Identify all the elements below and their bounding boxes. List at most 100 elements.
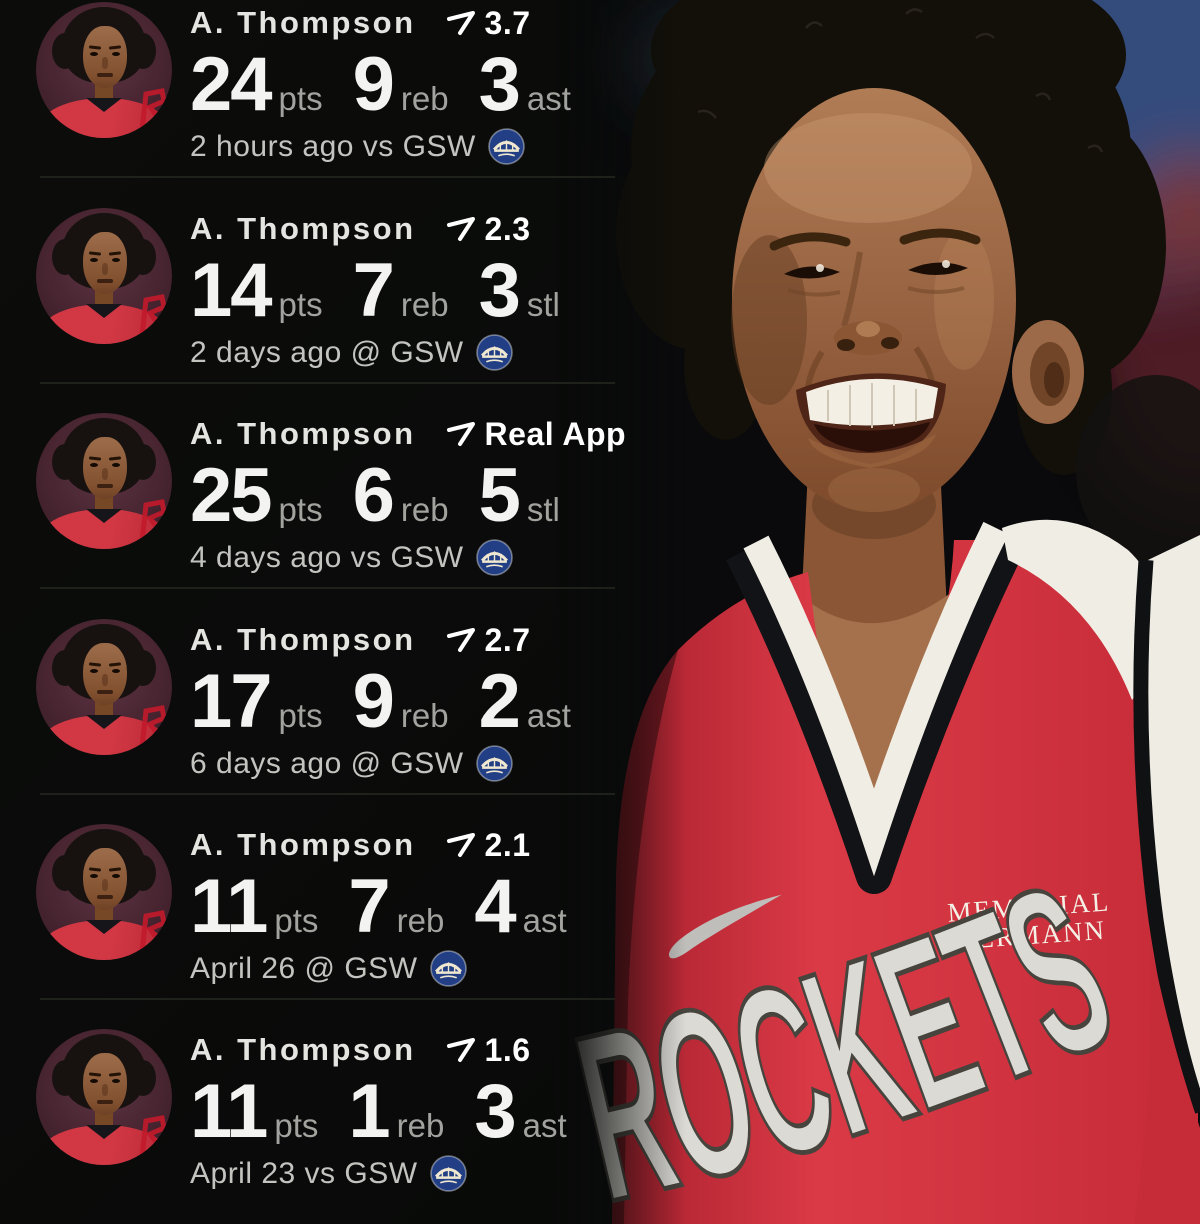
- player-avatar: [36, 619, 172, 755]
- player-name: A. Thompson: [190, 211, 416, 246]
- projection-arrow-icon: [446, 422, 475, 446]
- stat-value: 11: [190, 864, 268, 949]
- projection-arrow-icon: [446, 628, 475, 652]
- rockets-logo-icon: [139, 910, 168, 953]
- armhole-black-piping: [1133, 559, 1200, 1115]
- nike-swoosh-icon: [668, 894, 782, 959]
- player-avatar: [36, 2, 172, 138]
- game-date: 2 hours ago vs GSW: [190, 129, 476, 163]
- player-name: A. Thompson: [190, 5, 416, 40]
- stat-label: reb: [396, 902, 445, 939]
- game-log-list: A. Thompson 3.7 24 pts 9 reb 3 ast 2 hours …: [36, 0, 636, 1224]
- stat-value: 2: [478, 659, 521, 744]
- stat-label: pts: [278, 80, 323, 117]
- player-name: A. Thompson: [190, 1032, 416, 1067]
- stat-label: pts: [278, 697, 323, 734]
- stat-label: reb: [400, 697, 449, 734]
- stat-value: 9: [352, 42, 395, 127]
- stat-value: 4: [474, 864, 516, 949]
- warriors-logo-icon: [488, 128, 525, 165]
- game-row[interactable]: A. Thompson 2.1 11 pts 7 reb 4 ast April 26…: [36, 822, 636, 1027]
- rockets-logo-icon: [139, 294, 168, 337]
- projection-brand: Real App: [484, 415, 627, 452]
- projection-value: 2.1: [484, 826, 531, 863]
- game-row[interactable]: A. Thompson 1.6 11 pts 1 reb 3 ast April 23…: [36, 1027, 636, 1224]
- game-date: April 23 vs GSW: [190, 1156, 418, 1190]
- rockets-logo-icon: [139, 705, 168, 748]
- game-date: 4 days ago vs GSW: [190, 540, 464, 574]
- projection: 2.3: [446, 211, 531, 248]
- warriors-logo-icon: [475, 539, 513, 576]
- stat-value: 3: [474, 1069, 516, 1154]
- projection-value: 2.7: [484, 621, 531, 658]
- projection: 2.1: [446, 827, 531, 864]
- stat-value: 14: [190, 248, 273, 333]
- projection-value: 1.6: [484, 1031, 531, 1068]
- warriors-logo-icon: [429, 950, 467, 987]
- warriors-logo-icon: [475, 334, 513, 371]
- armhole-white-trim: [1142, 535, 1200, 1110]
- game-row[interactable]: A. Thompson Real App 25 pts 6 reb 5 stl 4 d…: [36, 411, 636, 616]
- game-date: April 26 @ GSW: [190, 951, 418, 985]
- projection: 3.7: [446, 5, 531, 42]
- game-date: 6 days ago @ GSW: [190, 746, 464, 780]
- player-avatar: [36, 413, 172, 549]
- chest: [806, 592, 954, 830]
- stat-value: 1: [348, 1069, 390, 1154]
- row-divider: [40, 587, 615, 589]
- player-avatar: [36, 824, 172, 960]
- row-divider: [40, 998, 615, 1000]
- projection-arrow-icon: [446, 833, 475, 857]
- game-date: 2 days ago @ GSW: [190, 335, 464, 369]
- stat-label: ast: [526, 80, 571, 117]
- projection-value: 2.3: [484, 210, 531, 247]
- player-avatar: [36, 1029, 172, 1165]
- row-divider: [40, 793, 615, 795]
- stat-label: reb: [396, 1107, 445, 1144]
- player-avatar: [36, 208, 172, 344]
- stat-value: 17: [190, 659, 273, 744]
- projection: Real App: [446, 416, 627, 453]
- projection-value: 3.7: [484, 4, 531, 41]
- projection: 2.7: [446, 622, 531, 659]
- stat-value: 9: [352, 659, 395, 744]
- hair-highlights: [697, 8, 1104, 153]
- shoulder-white-trim: [1002, 519, 1176, 700]
- stat-label: pts: [274, 902, 319, 939]
- stat-value: 6: [352, 453, 395, 538]
- ear: [1012, 320, 1084, 424]
- row-divider: [40, 176, 615, 178]
- player-name: A. Thompson: [190, 622, 416, 657]
- projection: 1.6: [446, 1032, 531, 1069]
- stat-label: pts: [278, 491, 323, 528]
- stat-value: 7: [352, 248, 395, 333]
- stat-label: ast: [522, 1107, 567, 1144]
- game-row[interactable]: A. Thompson 2.7 17 pts 9 reb 2 ast 6 days a…: [36, 617, 636, 822]
- rockets-logo-icon: [139, 1115, 168, 1158]
- row-divider: [40, 382, 615, 384]
- warriors-logo-icon: [475, 745, 513, 782]
- warriors-logo-icon: [429, 1155, 467, 1192]
- stat-value: 3: [478, 42, 521, 127]
- rockets-logo-icon: [139, 88, 168, 131]
- game-row[interactable]: A. Thompson 3.7 24 pts 9 reb 3 ast 2 hours …: [36, 0, 636, 205]
- rockets-logo-icon: [139, 499, 168, 542]
- projection-arrow-icon: [446, 217, 475, 241]
- stat-value: 7: [348, 864, 390, 949]
- stat-label: ast: [522, 902, 567, 939]
- stat-label: reb: [400, 80, 449, 117]
- stat-label: reb: [400, 491, 449, 528]
- face: [731, 88, 1016, 512]
- stat-value: 11: [190, 1069, 268, 1154]
- stat-value: 3: [478, 248, 521, 333]
- stat-label: ast: [526, 697, 571, 734]
- stat-label: reb: [400, 286, 449, 323]
- collar-white-trim: [743, 521, 1009, 877]
- stat-label: pts: [278, 286, 323, 323]
- player-name: A. Thompson: [190, 416, 416, 451]
- game-row[interactable]: A. Thompson 2.3 14 pts 7 reb 3 stl 2 days a…: [36, 206, 636, 411]
- player-photo: MEMORIAL HERMANN ROCKETS: [556, 0, 1200, 1224]
- stat-label: stl: [526, 286, 560, 323]
- stat-label: pts: [274, 1107, 319, 1144]
